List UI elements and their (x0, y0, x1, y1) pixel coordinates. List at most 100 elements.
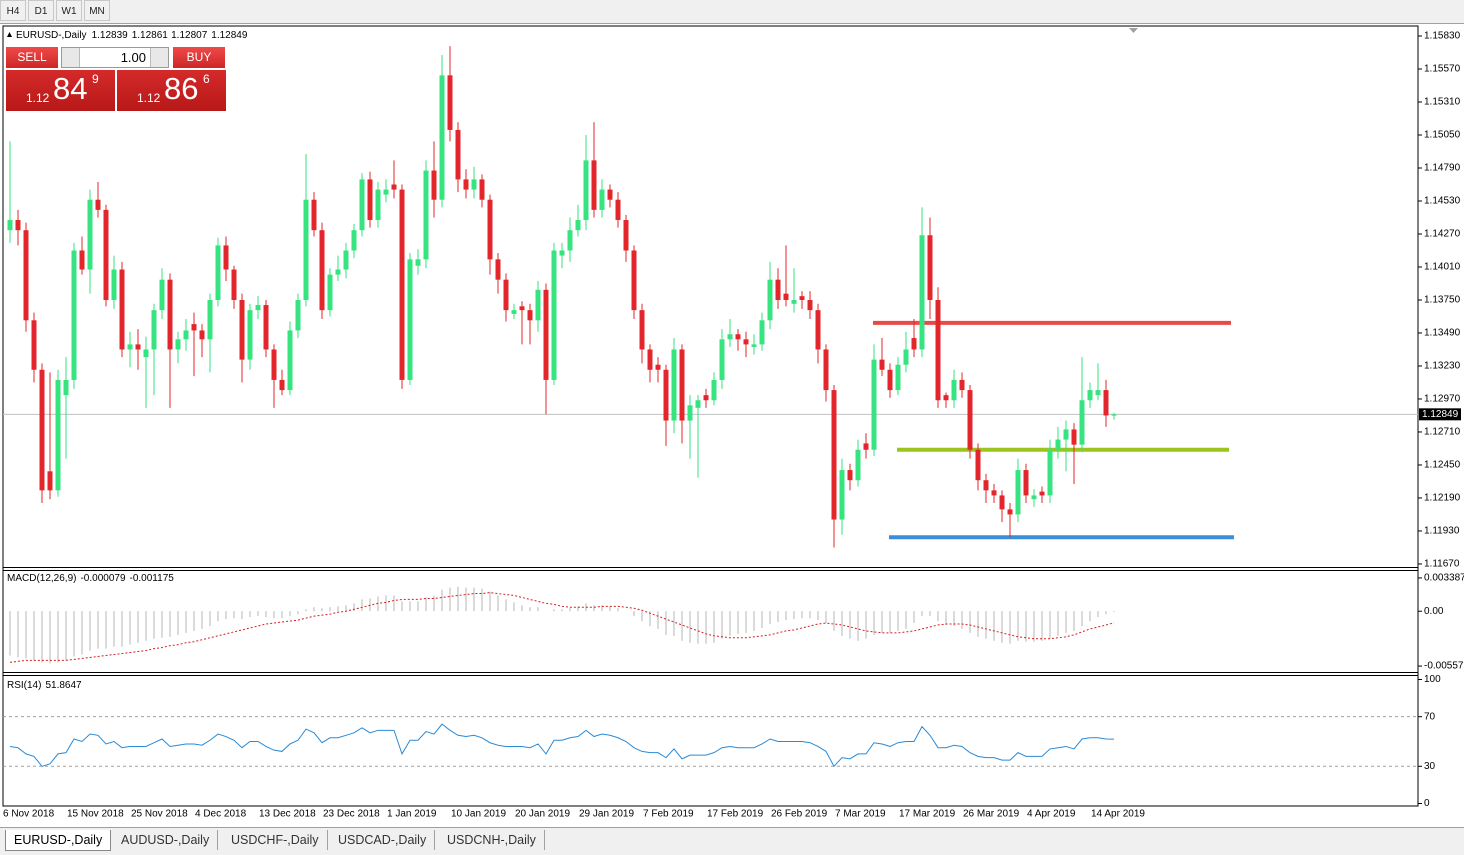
y-tick-label: 0 (1424, 798, 1430, 809)
close-price: 1.12849 (211, 30, 248, 41)
x-tick-label: 7 Feb 2019 (643, 809, 694, 820)
candle-body (47, 471, 53, 491)
shift-marker (1129, 28, 1138, 33)
x-tick-label: 20 Jan 2019 (515, 809, 570, 820)
y-tick-label: 1.12710 (1424, 427, 1461, 438)
signal-line (9, 592, 1115, 663)
candle-body (551, 250, 557, 380)
candle-body (535, 289, 541, 321)
candle-body (695, 400, 701, 408)
candle-body (927, 235, 933, 300)
candle-body (431, 170, 437, 200)
x-tick-label: 10 Jan 2019 (451, 809, 506, 820)
buy-button[interactable]: BUY (173, 47, 225, 68)
candle-body (1063, 429, 1069, 440)
candle-body (759, 320, 765, 345)
candle-body (511, 310, 517, 314)
x-tick-label: 15 Nov 2018 (67, 809, 124, 820)
x-tick-label: 14 Apr 2019 (1091, 809, 1145, 820)
timeframe-button[interactable]: H4 (0, 0, 26, 21)
y-tick-label: 1.15830 (1424, 31, 1461, 42)
candle-body (959, 379, 965, 391)
symbol-title: EURUSD-,Daily (16, 30, 87, 41)
candle-body (375, 189, 381, 221)
x-tick-label: 23 Dec 2018 (323, 809, 380, 820)
candle-body (479, 179, 485, 200)
sell-button[interactable]: SELL (6, 47, 58, 68)
candle-body (335, 269, 341, 275)
candle-body (783, 293, 789, 300)
candle-body (871, 359, 877, 450)
y-tick-label: 1.12450 (1424, 460, 1461, 471)
candle-body (279, 379, 285, 391)
candle-body (999, 495, 1005, 510)
candle-body (711, 379, 717, 401)
candle-body (359, 179, 365, 231)
x-tick-label: 17 Feb 2019 (707, 809, 764, 820)
signal-value: -0.001175 (130, 573, 175, 584)
candle-body (343, 250, 349, 270)
candle-body (31, 320, 37, 370)
y-tick-label: 1.13750 (1424, 295, 1461, 306)
candle-body (471, 179, 477, 190)
timeframe-button[interactable]: MN (84, 0, 110, 21)
candle-body (383, 189, 389, 195)
y-tick-label: 1.14010 (1424, 262, 1461, 273)
buy-quote[interactable]: 1.12 86 6 (117, 70, 226, 111)
candle-body (607, 189, 613, 200)
chart-tab[interactable]: USDCHF-,Daily (223, 830, 328, 850)
candle-body (767, 279, 773, 321)
candle-body (519, 306, 525, 311)
candle-body (951, 379, 957, 401)
sell-quote[interactable]: 1.12 84 9 (6, 70, 115, 111)
candle-body (263, 305, 269, 350)
candle-body (895, 364, 901, 391)
timeframe-button[interactable]: W1 (56, 0, 82, 21)
rsi-line (9, 723, 1115, 768)
candle-body (831, 390, 837, 520)
quote-pips: 86 (164, 71, 199, 106)
candle-body (495, 259, 501, 280)
candle-body (351, 230, 357, 251)
candle-body (647, 349, 653, 370)
timeframe-button[interactable]: D1 (28, 0, 54, 21)
x-tick-label: 29 Jan 2019 (579, 809, 634, 820)
y-tick-label: 30 (1424, 761, 1436, 772)
candle-body (631, 250, 637, 311)
candle-body (95, 199, 101, 210)
candle-body (175, 339, 181, 350)
candle-body (143, 349, 149, 358)
candle-body (775, 279, 781, 300)
candle-body (367, 179, 373, 221)
chart-tab[interactable]: AUDUSD-,Daily (113, 830, 219, 850)
candle-body (591, 160, 597, 210)
lot-input[interactable]: 1.00 (61, 47, 169, 68)
candle-body (1015, 470, 1021, 515)
chart-tab[interactable]: EURUSD-,Daily (5, 830, 112, 851)
chart-tab[interactable]: USDCNH-,Daily (439, 830, 545, 850)
candle-body (807, 299, 813, 311)
rsi-value: 51.8647 (45, 680, 82, 691)
lot-up[interactable] (150, 48, 168, 67)
chart-tab[interactable]: USDCAD-,Daily (330, 830, 436, 850)
candle-body (1095, 390, 1101, 396)
candle-body (639, 310, 645, 350)
candle-body (615, 199, 621, 221)
candle-body (119, 269, 125, 350)
candle-body (111, 269, 117, 300)
candle-body (1071, 429, 1077, 445)
chart-header: EURUSD-,Daily 1.12839 1.12861 1.12807 1.1284… (16, 30, 248, 41)
candle-body (439, 75, 445, 200)
lot-down[interactable] (62, 48, 80, 67)
candle-body (1023, 470, 1029, 496)
candle-body (415, 259, 421, 266)
candle-body (127, 344, 133, 350)
candle-body (87, 199, 93, 270)
candle-body (903, 349, 909, 365)
x-tick-label: 26 Mar 2019 (963, 809, 1020, 820)
x-tick-label: 25 Nov 2018 (131, 809, 188, 820)
candle-body (583, 160, 589, 221)
candle-body (751, 344, 757, 347)
candle-body (1111, 414, 1117, 416)
